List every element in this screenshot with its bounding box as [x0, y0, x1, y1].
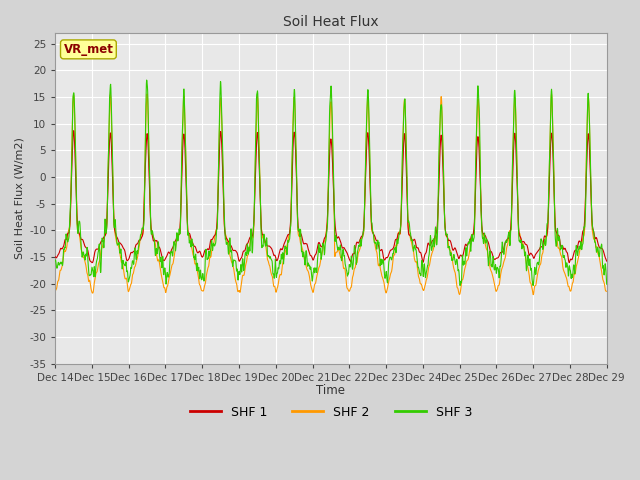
- X-axis label: Time: Time: [316, 384, 346, 397]
- Title: Soil Heat Flux: Soil Heat Flux: [283, 15, 379, 29]
- Legend: SHF 1, SHF 2, SHF 3: SHF 1, SHF 2, SHF 3: [184, 401, 477, 424]
- Y-axis label: Soil Heat Flux (W/m2): Soil Heat Flux (W/m2): [15, 137, 25, 259]
- Text: VR_met: VR_met: [63, 43, 113, 56]
